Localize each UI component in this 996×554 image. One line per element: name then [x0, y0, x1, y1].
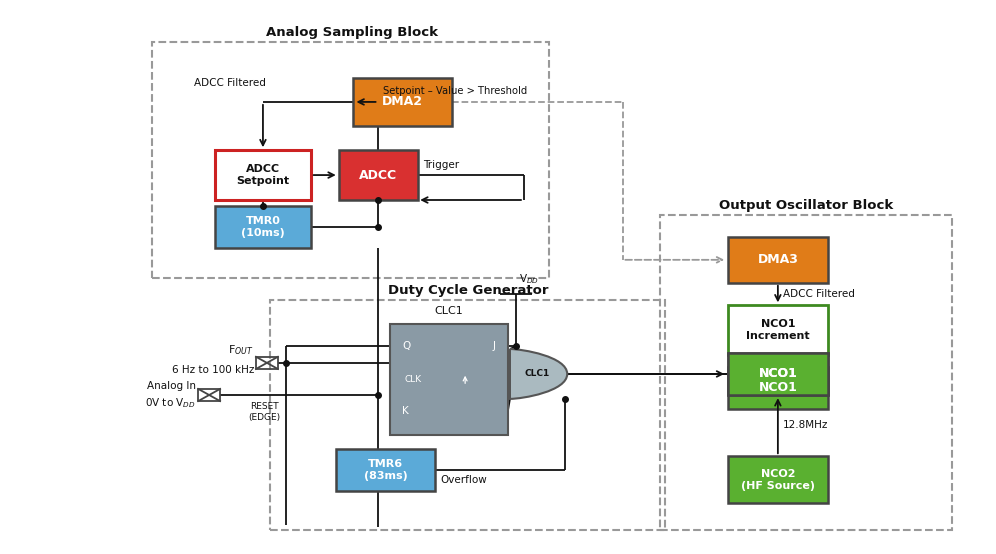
Bar	[270, 300, 665, 530]
Text: Trigger: Trigger	[423, 160, 459, 170]
Text: NCO2
(HF Source): NCO2 (HF Source)	[741, 469, 815, 491]
Text: NCO1: NCO1	[758, 367, 798, 381]
Text: CLC1: CLC1	[525, 370, 550, 378]
Text: CLK: CLK	[404, 375, 421, 384]
Text: F$_{OUT}$: F$_{OUT}$	[228, 343, 254, 357]
PathPatch shape	[510, 349, 568, 399]
FancyBboxPatch shape	[728, 237, 828, 283]
Text: TMR6
(83ms): TMR6 (83ms)	[364, 459, 407, 481]
Text: NCO1: NCO1	[758, 367, 798, 381]
Text: ADCC: ADCC	[360, 168, 397, 182]
Text: Analog In: Analog In	[147, 381, 196, 391]
Text: Duty Cycle Generator: Duty Cycle Generator	[387, 285, 549, 297]
Text: TMR0
(10ms): TMR0 (10ms)	[241, 216, 285, 238]
Text: 6 Hz to 100 kHz: 6 Hz to 100 kHz	[171, 365, 254, 375]
FancyBboxPatch shape	[390, 324, 508, 435]
FancyBboxPatch shape	[728, 456, 828, 503]
FancyBboxPatch shape	[728, 353, 828, 394]
Text: V$_{DD}$: V$_{DD}$	[519, 273, 539, 286]
Text: Setpoint – Value > Threshold: Setpoint – Value > Threshold	[383, 86, 528, 96]
Text: 0V to V$_{DD}$: 0V to V$_{DD}$	[145, 397, 196, 411]
Text: Q: Q	[402, 341, 410, 351]
Text: Output Oscillator Block: Output Oscillator Block	[719, 199, 893, 212]
Bar	[256, 357, 278, 369]
Text: RESET
(EDGE): RESET (EDGE)	[249, 402, 281, 422]
Text: ADCC Filtered: ADCC Filtered	[783, 289, 855, 299]
Bar	[152, 42, 549, 278]
FancyBboxPatch shape	[728, 367, 828, 409]
Text: NCO1: NCO1	[758, 381, 798, 394]
Text: CLC1: CLC1	[435, 306, 463, 316]
FancyBboxPatch shape	[336, 449, 435, 491]
FancyBboxPatch shape	[215, 206, 311, 248]
FancyBboxPatch shape	[728, 353, 828, 394]
Text: DMA2: DMA2	[381, 95, 423, 109]
FancyBboxPatch shape	[339, 150, 418, 200]
FancyBboxPatch shape	[215, 150, 311, 200]
Text: ADCC Filtered: ADCC Filtered	[194, 78, 266, 88]
Bar	[660, 215, 952, 530]
Text: Overflow: Overflow	[440, 475, 487, 485]
Text: K: K	[402, 406, 409, 416]
Text: J: J	[493, 341, 496, 351]
Text: 12.8MHz: 12.8MHz	[783, 420, 829, 430]
Bar	[198, 389, 220, 401]
FancyBboxPatch shape	[728, 305, 828, 355]
Text: ADCC
Setpoint: ADCC Setpoint	[236, 164, 290, 186]
Text: NCO1
Increment: NCO1 Increment	[746, 319, 810, 341]
Text: Analog Sampling Block: Analog Sampling Block	[266, 26, 437, 39]
Text: DMA3: DMA3	[757, 253, 799, 266]
FancyBboxPatch shape	[353, 78, 452, 126]
